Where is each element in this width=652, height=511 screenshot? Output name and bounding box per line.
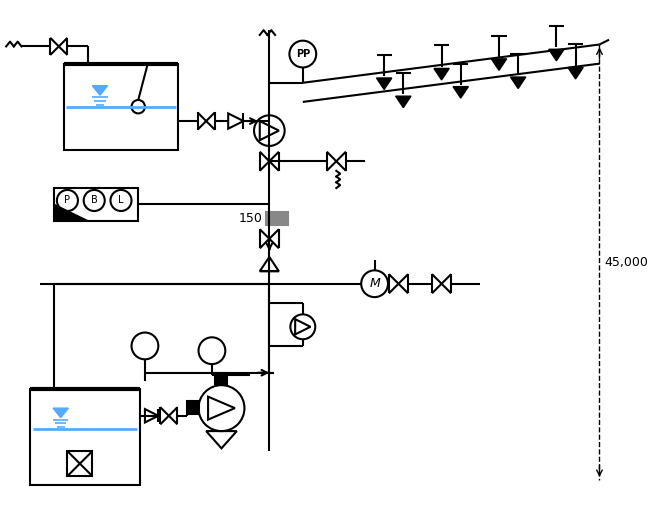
Polygon shape [434, 68, 449, 80]
Polygon shape [549, 49, 564, 61]
Bar [187, 402, 198, 414]
Text: P: P [65, 196, 70, 205]
Text: PP: PP [296, 49, 310, 59]
Polygon shape [54, 204, 87, 221]
Polygon shape [511, 77, 526, 88]
Text: B: B [91, 196, 98, 205]
Polygon shape [492, 59, 507, 71]
Text: L: L [118, 196, 124, 205]
Bar [64, 64, 179, 150]
Polygon shape [568, 67, 583, 79]
Polygon shape [396, 96, 411, 108]
Text: 150: 150 [239, 212, 263, 225]
Polygon shape [93, 86, 108, 95]
Polygon shape [453, 86, 468, 98]
Bar [54, 188, 138, 221]
Text: 45,000: 45,000 [604, 256, 648, 269]
Text: M: M [369, 277, 380, 290]
Bar [30, 389, 140, 485]
Bar [267, 212, 288, 225]
Bar [67, 451, 93, 476]
Bar [215, 373, 228, 384]
Polygon shape [376, 78, 392, 89]
Polygon shape [53, 408, 68, 417]
